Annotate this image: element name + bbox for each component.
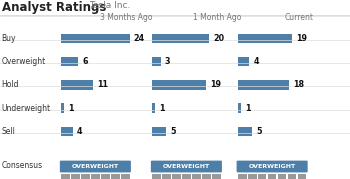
Bar (182, 174, 191, 179)
Bar (248, 174, 257, 179)
Text: 19: 19 (296, 34, 307, 43)
Bar (238, 103, 241, 113)
Bar (61, 103, 64, 113)
Text: 5: 5 (257, 127, 262, 136)
Bar (162, 174, 171, 179)
Text: Analyst Ratings: Analyst Ratings (2, 1, 106, 14)
Bar (212, 174, 220, 179)
FancyBboxPatch shape (151, 161, 222, 172)
Bar (81, 174, 90, 179)
Text: Buy: Buy (2, 34, 16, 43)
Text: Overweight: Overweight (2, 57, 46, 66)
Text: Current: Current (285, 13, 314, 21)
Text: 24: 24 (134, 34, 145, 43)
Text: 11: 11 (97, 80, 108, 90)
Bar (91, 174, 100, 179)
Text: 5: 5 (171, 127, 176, 136)
Bar (192, 174, 201, 179)
Bar (111, 174, 120, 179)
Bar (172, 174, 181, 179)
Text: Tesla Inc.: Tesla Inc. (89, 1, 131, 10)
Bar (278, 174, 286, 179)
Bar (238, 127, 252, 136)
Text: 4: 4 (253, 57, 259, 66)
Bar (61, 57, 78, 66)
Bar (238, 174, 246, 179)
Text: Underweight: Underweight (2, 104, 51, 113)
Bar (202, 174, 211, 179)
Bar (71, 174, 80, 179)
Text: 3: 3 (165, 57, 170, 66)
Bar (61, 174, 70, 179)
Text: 20: 20 (214, 34, 224, 43)
FancyBboxPatch shape (237, 161, 308, 172)
Text: Consensus: Consensus (2, 161, 43, 170)
Text: OVERWEIGHT: OVERWEIGHT (163, 164, 210, 169)
FancyBboxPatch shape (60, 161, 131, 172)
Text: 19: 19 (210, 80, 222, 90)
Bar (61, 34, 130, 43)
Text: 4: 4 (77, 127, 82, 136)
Text: 1 Month Ago: 1 Month Ago (193, 13, 241, 21)
Bar (121, 174, 130, 179)
Bar (238, 34, 292, 43)
Bar (268, 174, 276, 179)
Text: OVERWEIGHT: OVERWEIGHT (248, 164, 296, 169)
Bar (61, 127, 73, 136)
Text: 1: 1 (159, 104, 165, 113)
Bar (288, 174, 296, 179)
Bar (101, 174, 110, 179)
Bar (258, 174, 266, 179)
Bar (238, 57, 250, 66)
Bar (152, 127, 167, 136)
Text: Sell: Sell (2, 127, 16, 136)
Text: 3 Months Ago: 3 Months Ago (100, 13, 152, 21)
Text: 1: 1 (68, 104, 74, 113)
Bar (152, 80, 206, 90)
Bar (61, 80, 92, 90)
Bar (152, 103, 155, 113)
Text: 1: 1 (245, 104, 251, 113)
Bar (152, 34, 209, 43)
Bar (152, 174, 161, 179)
Text: Hold: Hold (2, 80, 19, 90)
Text: 18: 18 (293, 80, 304, 90)
Bar (152, 57, 161, 66)
Bar (298, 174, 306, 179)
Text: 6: 6 (83, 57, 88, 66)
Text: OVERWEIGHT: OVERWEIGHT (72, 164, 119, 169)
Bar (238, 80, 289, 90)
